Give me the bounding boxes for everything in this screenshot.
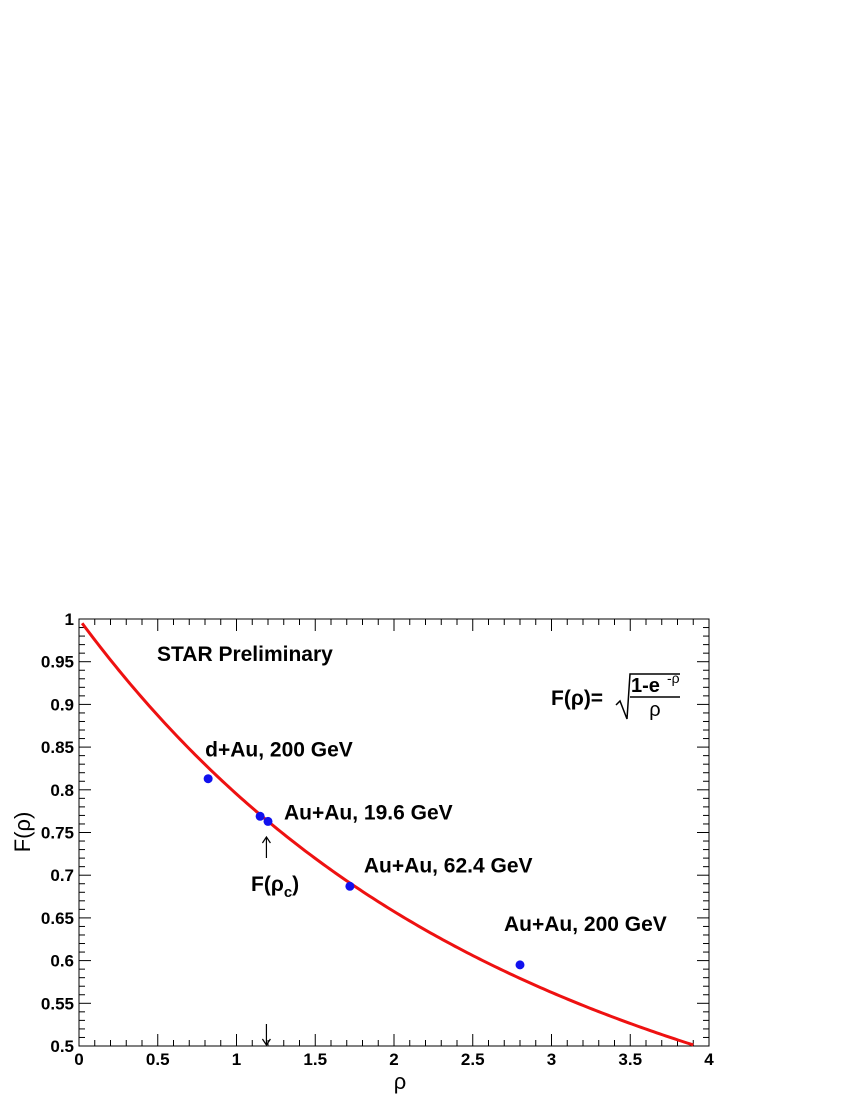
y-tick-label: 0.5 [50,1037,74,1056]
formula-exponent: -ρ [667,670,680,686]
x-tick-labels: 0 0.5 1 1.5 2 2.5 3 3.5 4 [74,1050,714,1069]
x-tick-label: 3 [547,1050,556,1069]
y-tick-label: 0.9 [50,695,74,714]
y-tick-label: 0.85 [41,738,74,757]
data-point [255,811,265,821]
axis-ticks [78,618,710,1047]
y-tick-label: 0.65 [41,909,74,928]
y-tick-label: 0.75 [41,824,74,843]
critical-label-close: ) [292,873,299,896]
data-points [203,774,525,970]
up-arrow-head [261,835,271,844]
formula-numerator: 1-e [631,675,660,697]
sqrt-sign [615,673,680,720]
star-preliminary-label: STAR Preliminary [157,643,333,666]
data-point [345,881,355,891]
x-tick-label: 0.5 [146,1050,170,1069]
y-tick-labels: 0.5 0.55 0.6 0.65 0.7 0.75 0.8 0.85 0.9 0.95 1 [41,610,74,1056]
formula-denominator: ρ [649,699,660,721]
y-axis-title: F(ρ) [10,812,35,853]
critical-marker: F(ρc) [251,835,299,1047]
data-point [515,960,525,970]
formula: F(ρ)= 1-e -ρ ρ [551,670,680,721]
y-tick-label: 0.7 [50,866,74,885]
x-tick-label: 1.5 [303,1050,327,1069]
plot-frame [78,618,710,1047]
critical-label-main: F(ρ [251,873,284,896]
critical-label: F(ρc) [251,873,299,901]
formula-lhs: F(ρ)= [551,687,603,710]
y-tick-label: 0.8 [50,781,74,800]
fit-curve [80,622,694,1047]
data-point-label: Au+Au, 62.4 GeV [364,854,533,877]
x-tick-label: 3.5 [618,1050,642,1069]
x-axis-title: ρ [394,1069,407,1094]
x-tick-label: 4 [704,1050,714,1069]
point-labels: d+Au, 200 GeV Au+Au, 19.6 GeV Au+Au, 62.4 … [205,739,667,936]
x-tick-label: 2.5 [461,1050,485,1069]
y-tick-label: 0.6 [50,952,74,971]
down-arrow-head [261,1038,271,1047]
data-point-label: Au+Au, 200 GeV [504,913,667,936]
data-point [203,774,213,784]
data-point [263,816,273,826]
x-tick-label: 2 [389,1050,398,1069]
critical-label-sub: c [284,884,292,901]
y-tick-label: 1 [65,610,74,629]
data-point-label: d+Au, 200 GeV [205,739,353,762]
y-tick-label: 0.95 [41,653,74,672]
x-tick-label: 1 [232,1050,241,1069]
x-tick-label: 0 [74,1050,83,1069]
data-point-label: Au+Au, 19.6 GeV [284,801,453,824]
y-tick-label: 0.55 [41,994,74,1013]
